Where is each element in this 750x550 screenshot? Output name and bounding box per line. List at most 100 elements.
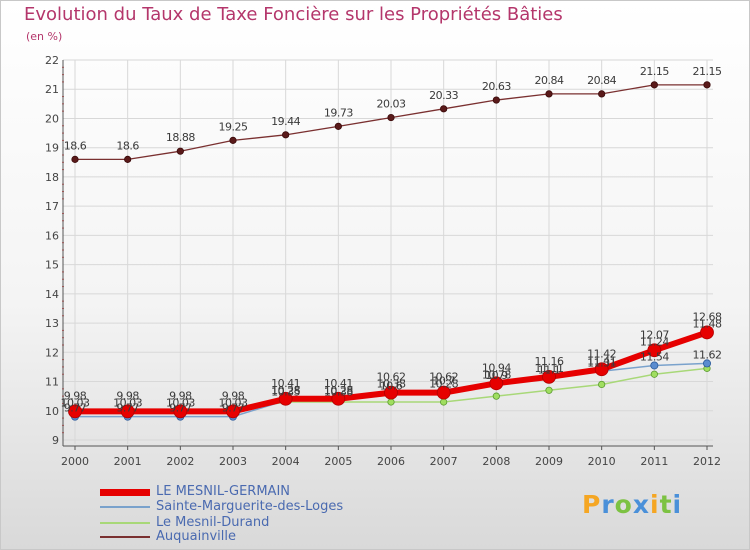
data-label: 10.7: [432, 375, 455, 388]
data-label: 10.38: [324, 386, 353, 399]
data-point: [545, 386, 553, 394]
data-point: [598, 380, 606, 389]
legend-swatch: [100, 536, 150, 538]
data-label: 20.84: [535, 74, 564, 87]
y-tick-label: 19: [45, 142, 59, 155]
legend-swatch: [100, 506, 150, 508]
x-tick-label: 2002: [166, 455, 194, 468]
data-label: 11.24: [640, 335, 669, 348]
y-tick-label: 21: [45, 83, 59, 96]
data-label: 19.25: [219, 120, 248, 133]
y-tick-label: 15: [45, 259, 59, 272]
x-tick-label: 2008: [482, 455, 510, 468]
data-point: [545, 90, 553, 98]
data-label: 11.54: [640, 350, 669, 363]
y-tick-label: 20: [45, 112, 59, 125]
logo-letter: x: [632, 490, 650, 519]
x-tick-label: 2010: [588, 455, 616, 468]
legend-label: LE MESNIL-GERMAIN: [156, 484, 290, 499]
x-tick-label: 2004: [272, 455, 300, 468]
data-point: [387, 398, 395, 406]
data-label: 10.62: [429, 371, 458, 384]
data-label: 10.9: [485, 369, 508, 382]
data-label: 10.28: [429, 378, 458, 391]
chart-title: Evolution du Taux de Taxe Foncière sur l…: [24, 4, 563, 25]
y-tick-label: 9: [52, 434, 59, 447]
data-point: [176, 147, 184, 155]
legend-swatch: [100, 522, 150, 524]
data-label: 10.94: [482, 361, 511, 374]
logo-letter: i: [672, 490, 683, 519]
data-label: 18.88: [166, 131, 195, 144]
series-auquainville: [71, 81, 711, 163]
data-label: 20.33: [429, 89, 458, 102]
data-point: [440, 398, 448, 406]
data-point: [492, 96, 500, 104]
data-point: [124, 155, 132, 163]
data-label: 11.11: [535, 362, 564, 375]
data-label: 20.84: [587, 74, 616, 87]
data-label: 9.77: [222, 402, 245, 415]
data-point: [650, 370, 658, 378]
y-tick-label: 17: [45, 200, 59, 213]
x-tick-label: 2012: [693, 455, 721, 468]
data-label: 11.31: [587, 356, 616, 369]
x-tick-label: 2007: [430, 455, 458, 468]
data-label: 10.62: [377, 371, 406, 384]
data-label: 10.03: [113, 396, 142, 409]
data-label: 9.77: [169, 402, 192, 415]
y-tick-label: 14: [45, 288, 59, 301]
chart-subtitle: (en %): [26, 30, 63, 43]
data-label: 9.98: [116, 389, 139, 402]
data-label: 12.07: [640, 328, 669, 341]
logo-letter: i: [650, 490, 660, 519]
legend-label: Le Mesnil-Durand: [156, 515, 270, 530]
data-point: [331, 391, 346, 406]
data-label: 21.15: [640, 65, 669, 78]
data-label: 11.42: [587, 347, 616, 360]
data-point: [440, 105, 448, 113]
data-label: 10.6: [380, 380, 403, 393]
data-label: 10.41: [271, 377, 300, 390]
data-point: [489, 376, 504, 391]
data-label: 11.48: [693, 317, 722, 330]
data-label: 21.15: [693, 65, 722, 78]
data-label: 11.41: [587, 354, 616, 367]
data-point: [598, 90, 606, 98]
data-label: 11.62: [693, 348, 722, 361]
data-point: [703, 359, 712, 368]
data-point: [278, 391, 293, 406]
data-point: [173, 404, 188, 419]
data-label: 10.03: [61, 396, 90, 409]
data-label: 9.77: [64, 402, 87, 415]
logo-letter: r: [601, 490, 615, 519]
data-label: 10.03: [166, 396, 195, 409]
data-label: 10.03: [219, 396, 248, 409]
data-label: 11.16: [535, 355, 564, 368]
data-point: [700, 325, 714, 340]
data-label: 18.6: [116, 139, 139, 152]
data-label: 9.98: [169, 389, 192, 402]
data-point: [68, 404, 82, 419]
data-point: [387, 113, 395, 122]
data-label: 20.63: [482, 80, 511, 93]
data-point: [384, 385, 398, 400]
data-label: 10.38: [377, 378, 406, 391]
data-point: [594, 362, 609, 377]
data-point: [226, 404, 240, 419]
data-label: 9.98: [64, 389, 87, 402]
logo-letter: t: [659, 490, 673, 519]
data-label: 9.98: [222, 389, 245, 402]
y-tick-label: 18: [45, 171, 59, 184]
x-tick-label: 2005: [324, 455, 352, 468]
data-label: 10.41: [324, 377, 353, 390]
data-point: [229, 136, 237, 144]
logo-letter: o: [614, 490, 633, 519]
data-label: 19.73: [324, 106, 353, 119]
data-point: [120, 404, 135, 419]
data-point: [703, 81, 711, 89]
data-point: [282, 131, 290, 139]
data-point: [542, 369, 556, 384]
